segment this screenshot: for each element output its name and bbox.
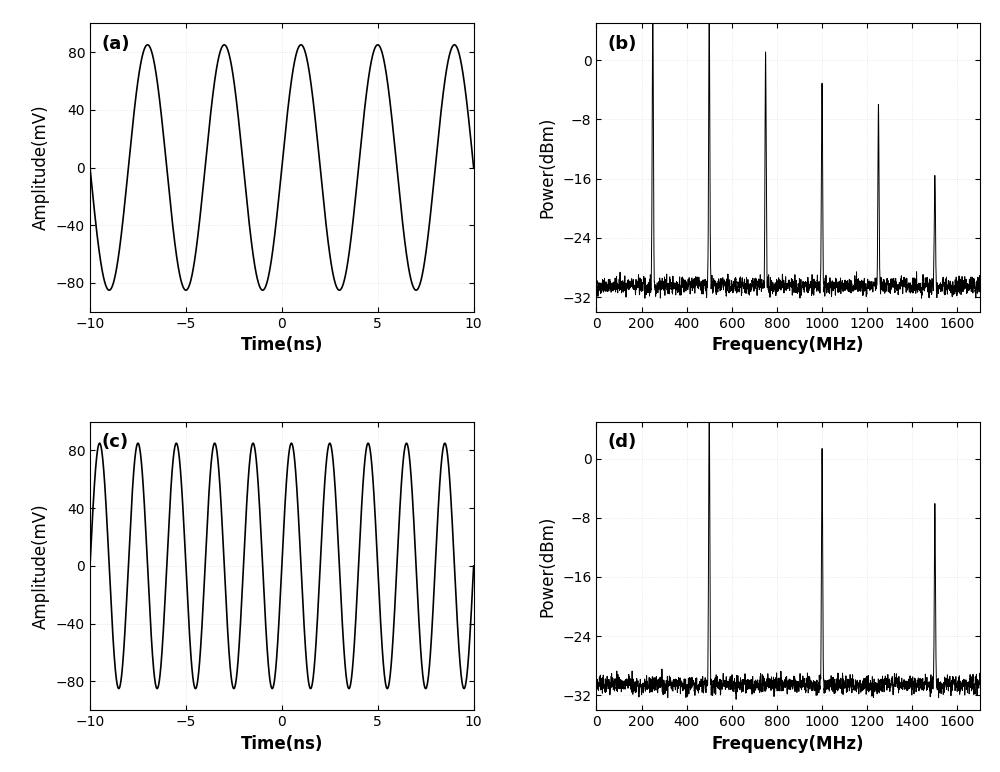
Y-axis label: Amplitude(mV): Amplitude(mV) xyxy=(32,503,50,628)
X-axis label: Time(ns): Time(ns) xyxy=(241,735,323,753)
Y-axis label: Power(dBm): Power(dBm) xyxy=(539,117,557,218)
X-axis label: Frequency(MHz): Frequency(MHz) xyxy=(712,337,864,354)
Y-axis label: Amplitude(mV): Amplitude(mV) xyxy=(32,105,50,230)
Text: (a): (a) xyxy=(102,35,130,52)
X-axis label: Frequency(MHz): Frequency(MHz) xyxy=(712,735,864,753)
Y-axis label: Power(dBm): Power(dBm) xyxy=(539,515,557,617)
X-axis label: Time(ns): Time(ns) xyxy=(241,337,323,354)
Text: (b): (b) xyxy=(608,35,637,52)
Text: (d): (d) xyxy=(608,433,637,451)
Text: (c): (c) xyxy=(102,433,129,451)
